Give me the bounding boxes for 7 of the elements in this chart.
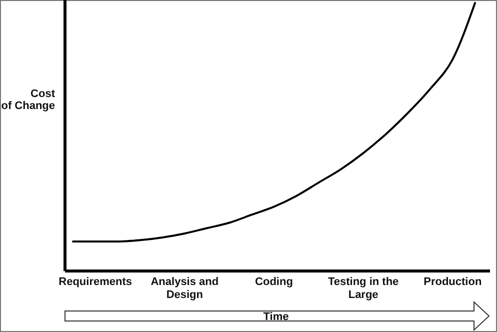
- x-tick-label: Requirements: [58, 276, 132, 288]
- x-tick-label: Production: [424, 276, 482, 288]
- x-tick-label: Analysis and Design: [150, 276, 219, 301]
- y-axis-title: Cost of Change: [1, 88, 56, 112]
- x-axis-title: Time: [263, 311, 289, 323]
- x-tick-label: Coding: [255, 276, 293, 288]
- x-tick-label: Testing in the Large: [328, 276, 399, 301]
